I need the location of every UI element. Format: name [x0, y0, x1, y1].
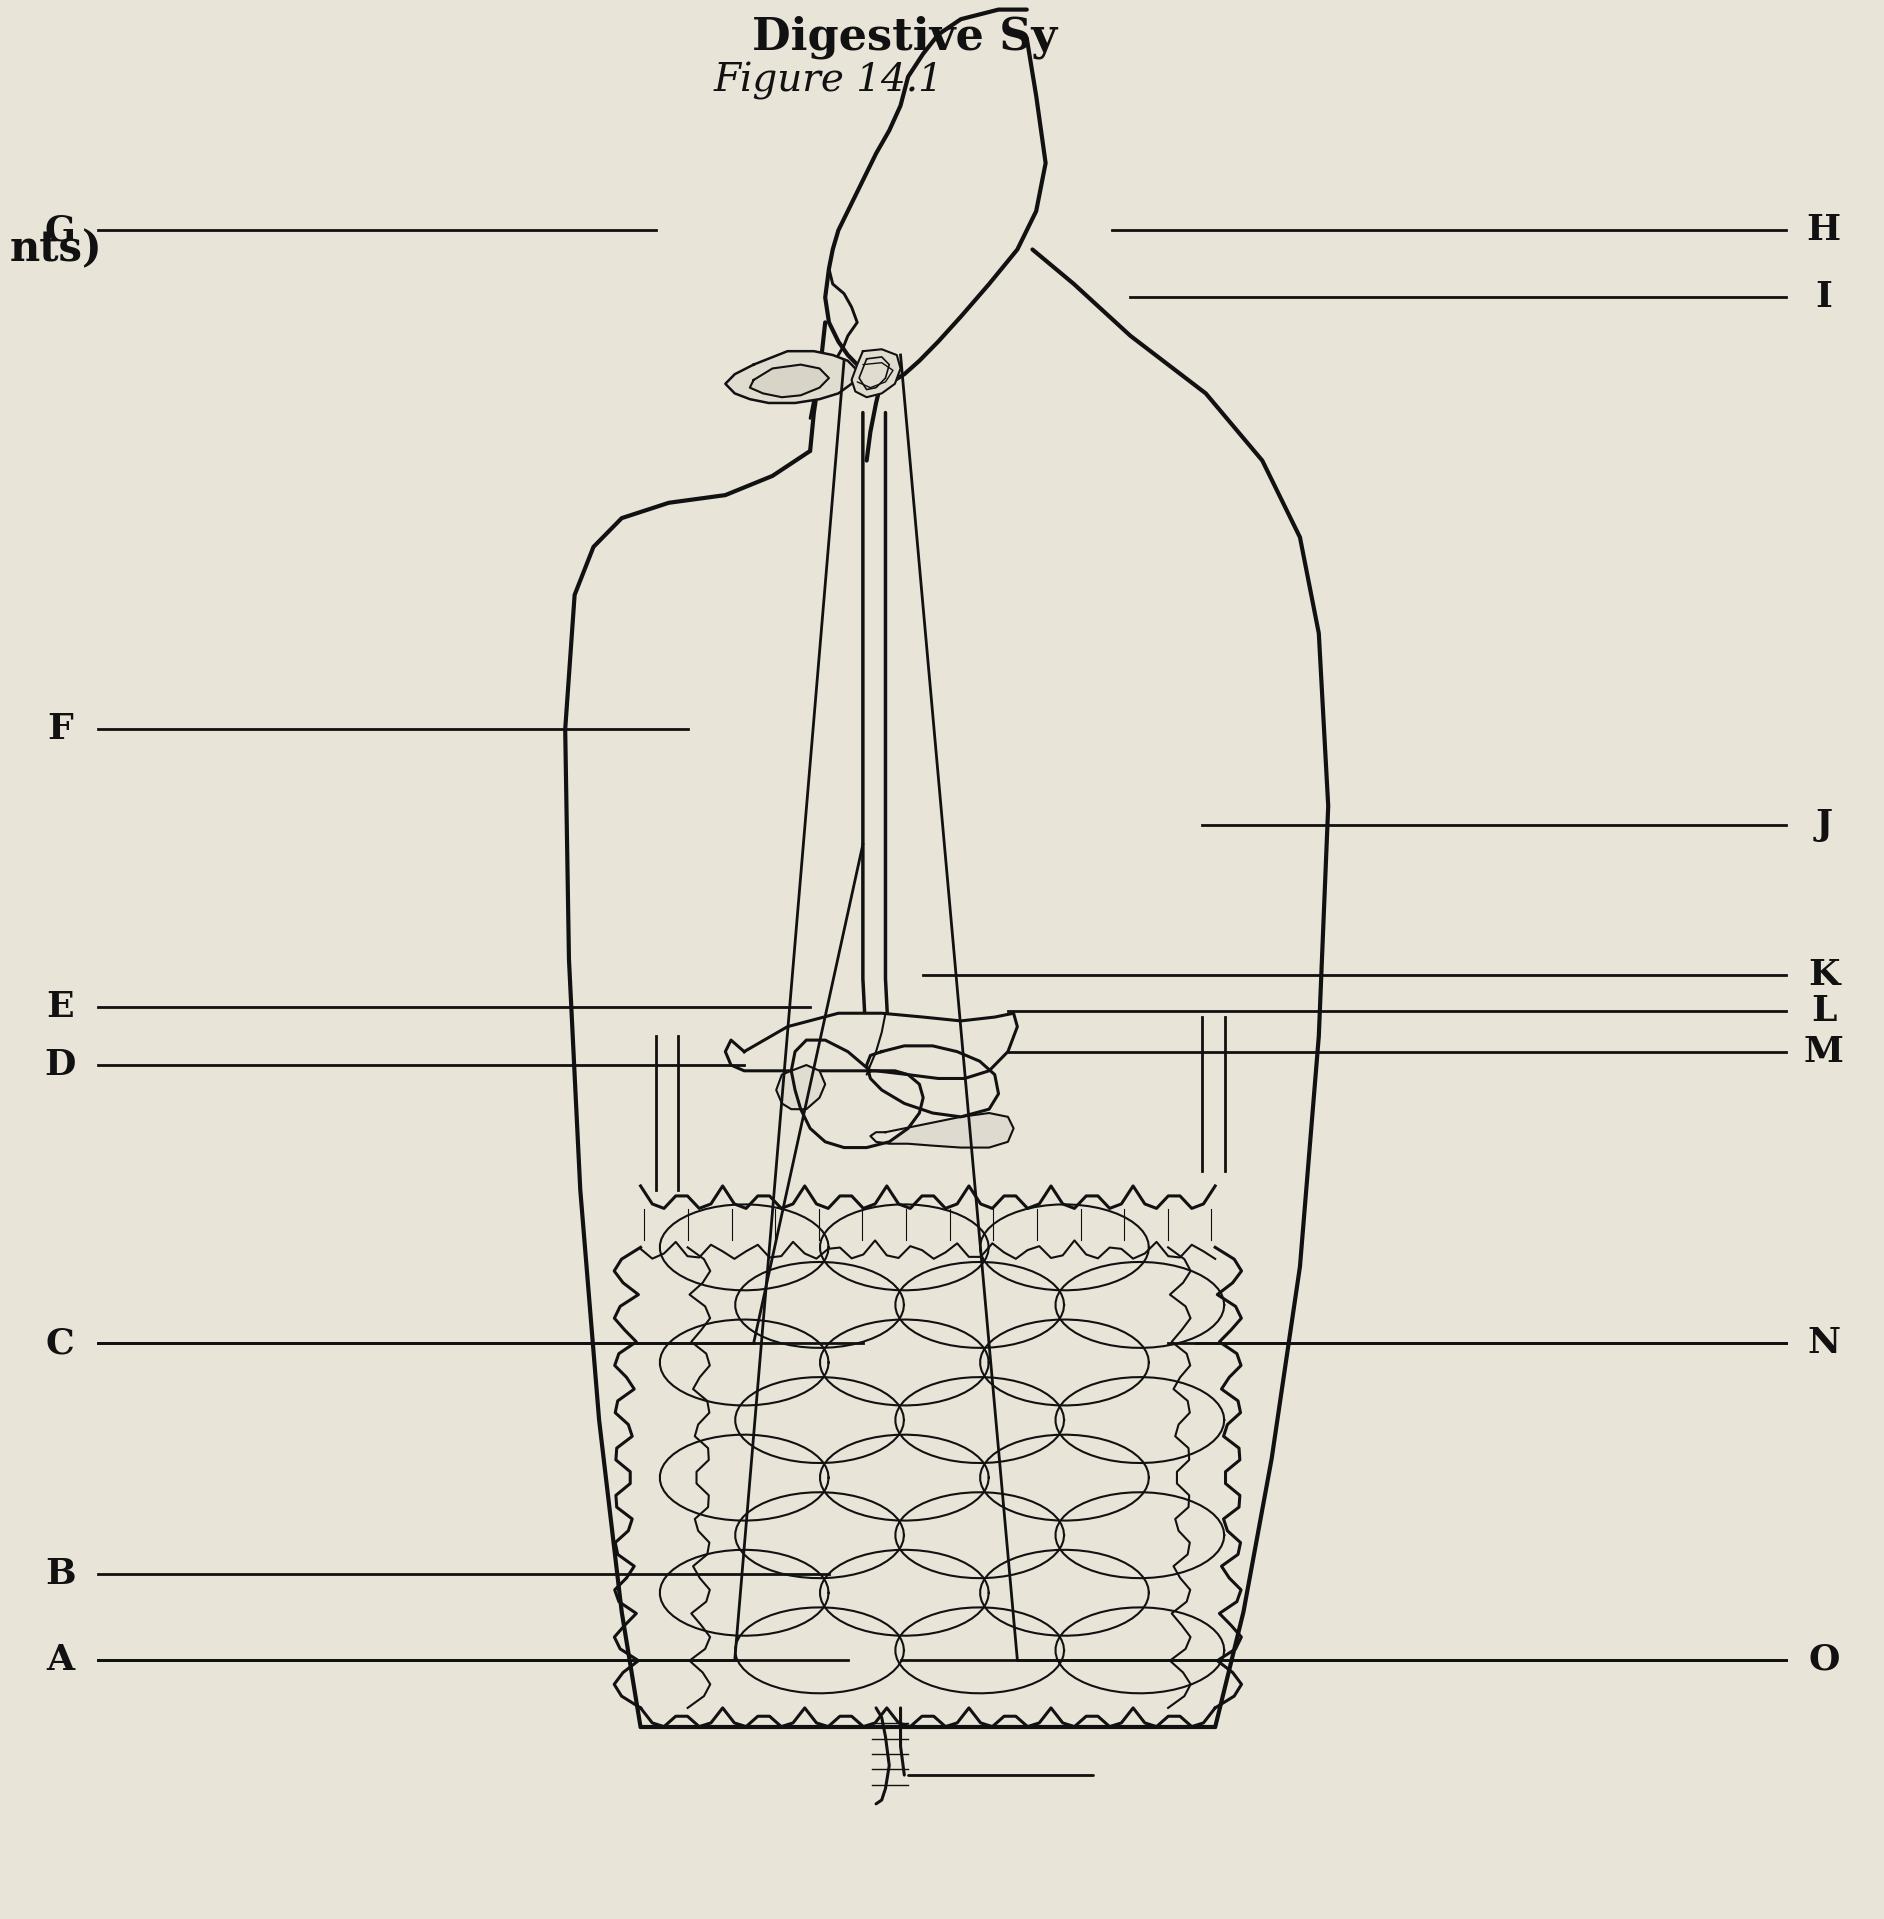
Text: B: B: [45, 1556, 75, 1591]
Polygon shape: [725, 351, 857, 403]
Text: Digestive Sy: Digestive Sy: [752, 15, 1057, 59]
Text: C: C: [45, 1326, 75, 1361]
Text: G: G: [45, 213, 75, 248]
Text: M: M: [1803, 1034, 1844, 1069]
Text: A: A: [47, 1643, 73, 1677]
Polygon shape: [852, 349, 901, 397]
Text: D: D: [45, 1048, 75, 1082]
Text: E: E: [47, 990, 73, 1025]
Text: Figure 14.1: Figure 14.1: [714, 61, 944, 100]
Polygon shape: [725, 1013, 1017, 1078]
Text: F: F: [47, 712, 73, 746]
Text: I: I: [1816, 280, 1831, 315]
Text: O: O: [1809, 1643, 1839, 1677]
Text: L: L: [1811, 994, 1837, 1029]
Polygon shape: [870, 1113, 1014, 1148]
Polygon shape: [791, 1040, 923, 1148]
Text: H: H: [1807, 213, 1841, 248]
Text: nts): nts): [9, 228, 102, 271]
Text: N: N: [1807, 1326, 1841, 1361]
Text: K: K: [1809, 958, 1839, 992]
Polygon shape: [750, 365, 829, 397]
Text: J: J: [1814, 808, 1833, 842]
Polygon shape: [867, 1046, 999, 1117]
Polygon shape: [776, 1065, 825, 1109]
